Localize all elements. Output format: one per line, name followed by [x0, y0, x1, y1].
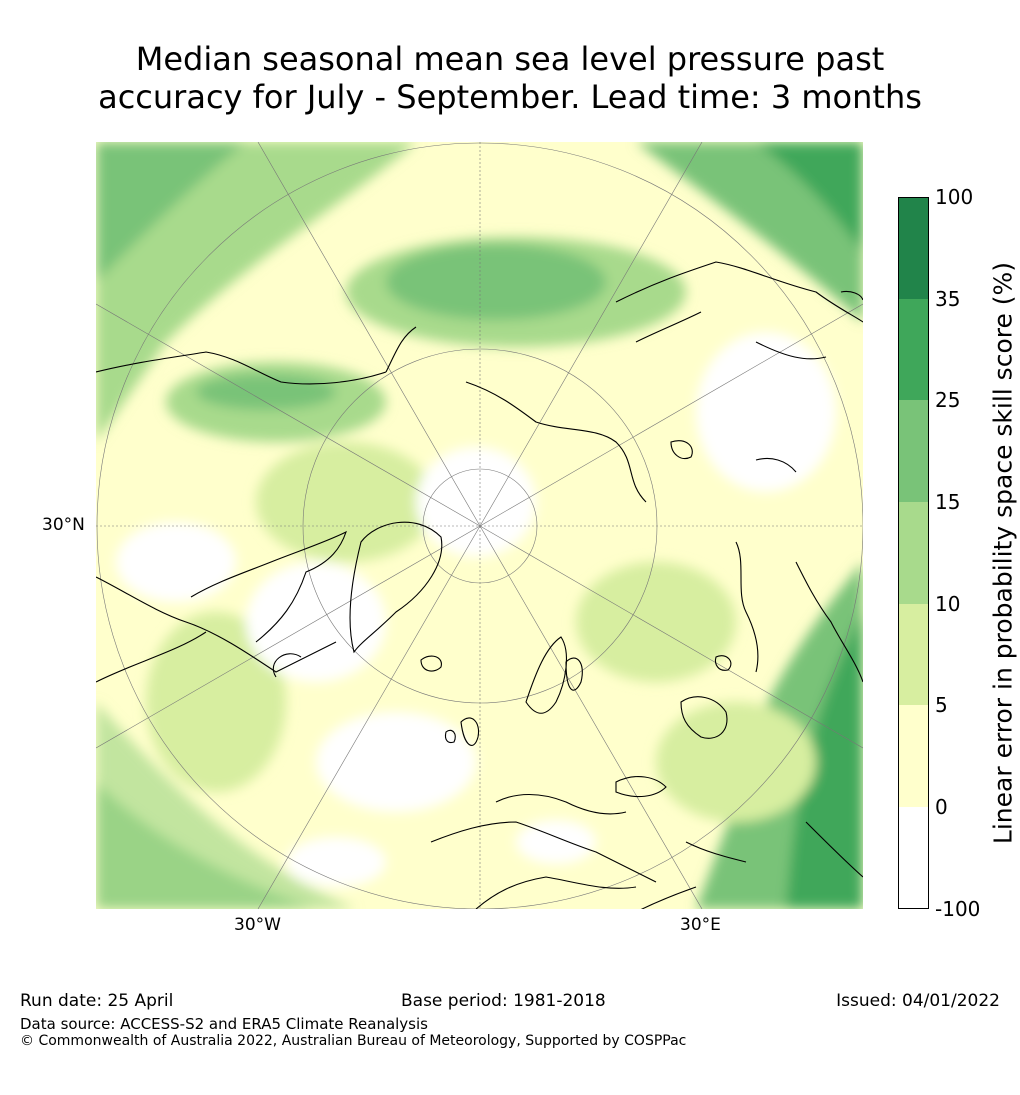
band-15-25 — [898, 400, 929, 502]
band-10-15 — [898, 502, 929, 604]
issued-date: Issued: 04/01/2022 — [836, 991, 1000, 1011]
band-5-10 — [898, 604, 929, 705]
band-0-5 — [898, 705, 929, 807]
band-neg100-0 — [898, 807, 929, 909]
title-line-2: accuracy for July - September. Lead time… — [98, 78, 922, 116]
colorbar-label-15: 15 — [935, 490, 961, 514]
base-period: Base period: 1981-2018 — [401, 991, 606, 1011]
title-line-1: Median seasonal mean sea level pressure … — [135, 40, 885, 78]
colorbar-label-10: 10 — [935, 592, 961, 616]
coastlines — [96, 261, 863, 909]
band-35-100 — [898, 197, 929, 299]
lon-label-30e: 30°E — [680, 915, 721, 935]
lon-label-30w: 30°W — [234, 915, 281, 935]
graticule — [96, 142, 863, 909]
colorbar-label-5: 5 — [935, 693, 948, 717]
data-source: Data source: ACCESS-S2 and ERA5 Climate … — [20, 1015, 428, 1033]
colorbar — [898, 197, 929, 909]
lat-label-30n: 30°N — [42, 515, 85, 535]
colorbar-label-neg100: -100 — [935, 897, 981, 921]
colorbar-title: Linear error in probability space skill … — [988, 261, 1018, 845]
colorbar-label-35: 35 — [935, 287, 961, 311]
polar-map — [96, 142, 863, 909]
copyright: © Commonwealth of Australia 2022, Austra… — [20, 1033, 687, 1049]
skill-field — [96, 142, 863, 909]
run-date: Run date: 25 April — [20, 991, 174, 1011]
colorbar-label-0: 0 — [935, 795, 948, 819]
band-25-35 — [898, 299, 929, 400]
colorbar-label-100: 100 — [935, 185, 974, 209]
colorbar-bands — [898, 197, 929, 909]
map-title: Median seasonal mean sea level pressure … — [0, 40, 1020, 116]
colorbar-label-25: 25 — [935, 388, 961, 412]
